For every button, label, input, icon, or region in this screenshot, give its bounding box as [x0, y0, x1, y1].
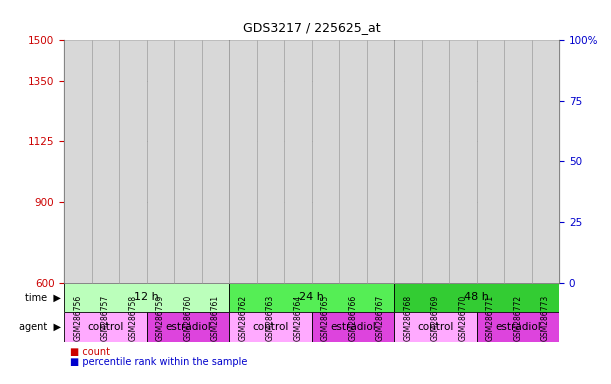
Point: [156, 86, 166, 92]
Bar: [394, 312, 477, 342]
Bar: [229, 40, 257, 283]
Bar: [147, 312, 229, 342]
Bar: [394, 283, 559, 312]
Text: control: control: [417, 322, 453, 332]
Bar: [153, 78, 168, 283]
Bar: [367, 40, 394, 283]
Text: GSM286770: GSM286770: [458, 295, 467, 341]
Bar: [64, 283, 229, 312]
Bar: [532, 40, 559, 283]
Bar: [455, 207, 470, 283]
Point: [486, 100, 496, 106]
Bar: [119, 40, 147, 283]
Bar: [147, 40, 174, 283]
Bar: [64, 40, 92, 283]
Text: GSM286759: GSM286759: [156, 295, 165, 341]
Text: 48 h: 48 h: [464, 292, 489, 302]
Text: GSM286757: GSM286757: [101, 295, 110, 341]
Bar: [422, 40, 449, 283]
Bar: [208, 137, 223, 283]
Bar: [235, 207, 251, 283]
Point: [100, 105, 111, 111]
Text: GSM286769: GSM286769: [431, 295, 440, 341]
Text: estradiol: estradiol: [330, 322, 376, 332]
Text: 24 h: 24 h: [299, 292, 324, 302]
Bar: [70, 203, 86, 283]
Bar: [263, 200, 278, 283]
Text: estradiol: estradiol: [495, 322, 541, 332]
Bar: [64, 312, 147, 342]
Text: agent  ▶: agent ▶: [19, 322, 61, 332]
Text: GSM286772: GSM286772: [513, 295, 522, 341]
Point: [458, 105, 468, 111]
Text: ■ percentile rank within the sample: ■ percentile rank within the sample: [70, 357, 247, 367]
Bar: [180, 140, 196, 283]
Text: GSM286760: GSM286760: [183, 295, 192, 341]
Text: GSM286756: GSM286756: [73, 295, 82, 341]
Point: [348, 100, 358, 106]
Bar: [257, 40, 284, 283]
Bar: [318, 145, 333, 283]
Text: GSM286763: GSM286763: [266, 295, 275, 341]
Bar: [98, 213, 113, 283]
Bar: [202, 40, 229, 283]
Text: GSM286762: GSM286762: [238, 295, 247, 341]
Bar: [373, 179, 388, 283]
Text: time  ▶: time ▶: [25, 292, 61, 302]
Text: GSM286758: GSM286758: [128, 295, 137, 341]
Text: GSM286761: GSM286761: [211, 295, 220, 341]
Text: GSM286764: GSM286764: [293, 295, 302, 341]
Text: GSM286768: GSM286768: [403, 295, 412, 341]
Point: [210, 93, 221, 99]
Text: GSM286773: GSM286773: [541, 295, 550, 341]
Bar: [345, 145, 360, 283]
Text: control: control: [87, 322, 123, 332]
Bar: [284, 40, 312, 283]
Bar: [290, 207, 306, 283]
Point: [513, 100, 523, 106]
Bar: [483, 185, 498, 283]
Bar: [428, 202, 443, 283]
Text: ■ count: ■ count: [70, 347, 110, 357]
Point: [431, 100, 441, 106]
Point: [238, 105, 248, 111]
Text: GSM286766: GSM286766: [348, 295, 357, 341]
Point: [183, 91, 193, 97]
Point: [321, 100, 331, 106]
Bar: [229, 283, 394, 312]
Bar: [92, 40, 119, 283]
Point: [73, 103, 83, 109]
Bar: [477, 312, 559, 342]
Point: [376, 100, 386, 106]
Text: GDS3217 / 225625_at: GDS3217 / 225625_at: [243, 21, 381, 34]
Text: GSM286767: GSM286767: [376, 295, 385, 341]
Text: control: control: [252, 322, 288, 332]
Point: [541, 93, 551, 99]
Bar: [538, 145, 553, 283]
Bar: [449, 40, 477, 283]
Bar: [174, 40, 202, 283]
Text: GSM286765: GSM286765: [321, 295, 330, 341]
Point: [266, 100, 276, 106]
Bar: [229, 312, 312, 342]
Bar: [312, 40, 339, 283]
Bar: [394, 40, 422, 283]
Bar: [125, 211, 141, 283]
Point: [128, 105, 138, 111]
Text: 12 h: 12 h: [134, 292, 159, 302]
Point: [293, 105, 303, 111]
Bar: [312, 312, 394, 342]
Text: estradiol: estradiol: [165, 322, 211, 332]
Bar: [400, 205, 415, 283]
Bar: [477, 40, 504, 283]
Bar: [510, 191, 525, 283]
Point: [403, 105, 413, 111]
Bar: [339, 40, 367, 283]
Bar: [504, 40, 532, 283]
Text: GSM286771: GSM286771: [486, 295, 495, 341]
